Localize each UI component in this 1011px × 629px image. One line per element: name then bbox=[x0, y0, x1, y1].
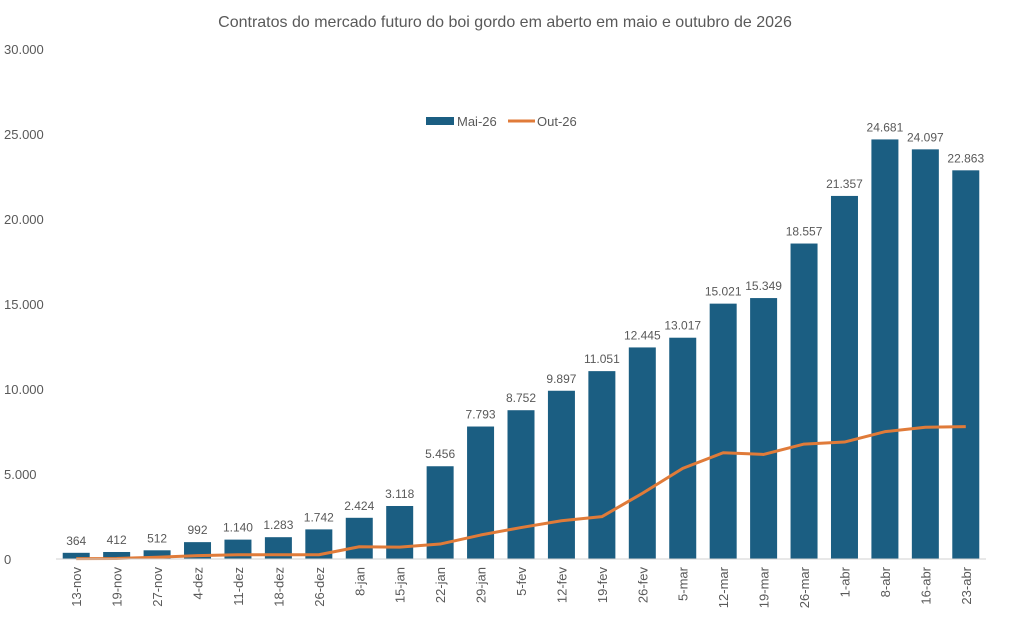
bar-data-label: 512 bbox=[147, 531, 167, 545]
bar-data-label: 13.017 bbox=[664, 319, 701, 333]
bar-data-label: 992 bbox=[188, 523, 208, 537]
bar-data-label: 412 bbox=[107, 533, 127, 547]
bar-data-label: 1.742 bbox=[304, 510, 334, 524]
x-tick-label: 15-jan bbox=[393, 567, 408, 603]
y-tick-label: 5.000 bbox=[4, 467, 37, 482]
x-tick-label: 5-fev bbox=[514, 567, 529, 596]
x-tick-label: 23-abr bbox=[959, 566, 974, 604]
x-tick-label: 1-abr bbox=[837, 566, 852, 597]
bar bbox=[750, 298, 778, 559]
x-tick-label: 19-nov bbox=[110, 567, 125, 607]
bar bbox=[345, 517, 373, 559]
bar bbox=[386, 505, 414, 559]
x-tick-label: 27-nov bbox=[150, 567, 165, 607]
x-tick-label: 26-dez bbox=[312, 567, 327, 607]
bar bbox=[709, 303, 737, 559]
bar-data-label: 7.793 bbox=[466, 408, 496, 422]
bar-data-label: 18.557 bbox=[786, 225, 823, 239]
y-tick-label: 25.000 bbox=[4, 127, 44, 142]
bar bbox=[143, 550, 171, 559]
x-tick-label: 12-mar bbox=[716, 566, 731, 608]
bar-data-label: 8.752 bbox=[506, 391, 536, 405]
bar-data-label: 364 bbox=[66, 534, 86, 548]
y-tick-label: 10.000 bbox=[4, 382, 44, 397]
legend-label-out-26: Out-26 bbox=[537, 114, 577, 129]
bar bbox=[547, 390, 575, 559]
bar bbox=[911, 149, 939, 559]
bar bbox=[588, 371, 616, 559]
x-tick-label: 8-abr bbox=[878, 566, 893, 597]
x-tick-label: 12-fev bbox=[554, 567, 569, 604]
legend: Mai-26 Out-26 bbox=[426, 114, 577, 129]
bar bbox=[467, 426, 495, 559]
x-tick-label: 26-fev bbox=[635, 567, 650, 604]
x-tick-label: 4-dez bbox=[191, 567, 206, 600]
x-tick-label: 18-dez bbox=[271, 567, 286, 607]
bar-data-label: 22.863 bbox=[947, 151, 984, 165]
bar bbox=[628, 347, 656, 559]
bar-series: 364 412 512 992 1.140 1.283 1.742 2.424 3.118 5.4… bbox=[62, 120, 984, 560]
y-tick-label: 0 bbox=[4, 552, 11, 567]
bar bbox=[830, 195, 858, 559]
bar bbox=[669, 337, 697, 559]
x-tick-label: 19-mar bbox=[757, 566, 772, 608]
x-tick-label: 11-dez bbox=[231, 567, 246, 606]
x-tick-label: 8-jan bbox=[352, 567, 367, 596]
x-tick-label: 5-mar bbox=[676, 566, 691, 601]
x-tick-label: 26-mar bbox=[797, 566, 812, 608]
bar-data-label: 1.283 bbox=[263, 518, 293, 532]
chart-title: Contratos do mercado futuro do boi gordo… bbox=[218, 14, 792, 31]
x-tick-label: 29-jan bbox=[474, 567, 489, 603]
bar-data-label: 9.897 bbox=[546, 372, 576, 386]
legend-swatch-mai-26 bbox=[426, 117, 454, 125]
bar-data-label: 24.097 bbox=[907, 130, 944, 144]
legend-label-mai-26: Mai-26 bbox=[457, 114, 497, 129]
bar-data-label: 24.681 bbox=[867, 120, 904, 134]
x-tick-label: 13-nov bbox=[69, 567, 84, 607]
bar-data-label: 5.456 bbox=[425, 447, 455, 461]
x-tick-label: 19-fev bbox=[595, 567, 610, 604]
bar-data-label: 21.357 bbox=[826, 177, 863, 191]
bar bbox=[952, 170, 980, 560]
bar bbox=[62, 552, 90, 559]
y-tick-label: 30.000 bbox=[4, 42, 44, 57]
bar bbox=[871, 139, 899, 559]
bar-data-label: 15.021 bbox=[705, 285, 742, 299]
bar-data-label: 12.445 bbox=[624, 328, 661, 342]
bar bbox=[103, 551, 131, 559]
bar bbox=[790, 243, 818, 559]
x-axis: 13-nov 19-nov 27-nov 4-dez 11-dez 18-dez 26-de… bbox=[56, 558, 986, 608]
y-tick-label: 20.000 bbox=[4, 212, 44, 227]
bar-data-label: 2.424 bbox=[344, 499, 374, 513]
bar-data-label: 1.140 bbox=[223, 521, 253, 535]
y-axis: 0 5.000 10.000 15.000 20.000 25.000 30.000 bbox=[4, 42, 44, 567]
bar-data-label: 15.349 bbox=[745, 279, 782, 293]
x-tick-label: 22-jan bbox=[433, 567, 448, 603]
y-tick-label: 15.000 bbox=[4, 297, 44, 312]
bar-data-label: 3.118 bbox=[385, 487, 414, 501]
bar-data-label: 11.051 bbox=[584, 352, 620, 366]
x-tick-label: 16-abr bbox=[918, 566, 933, 604]
bar bbox=[507, 410, 535, 559]
